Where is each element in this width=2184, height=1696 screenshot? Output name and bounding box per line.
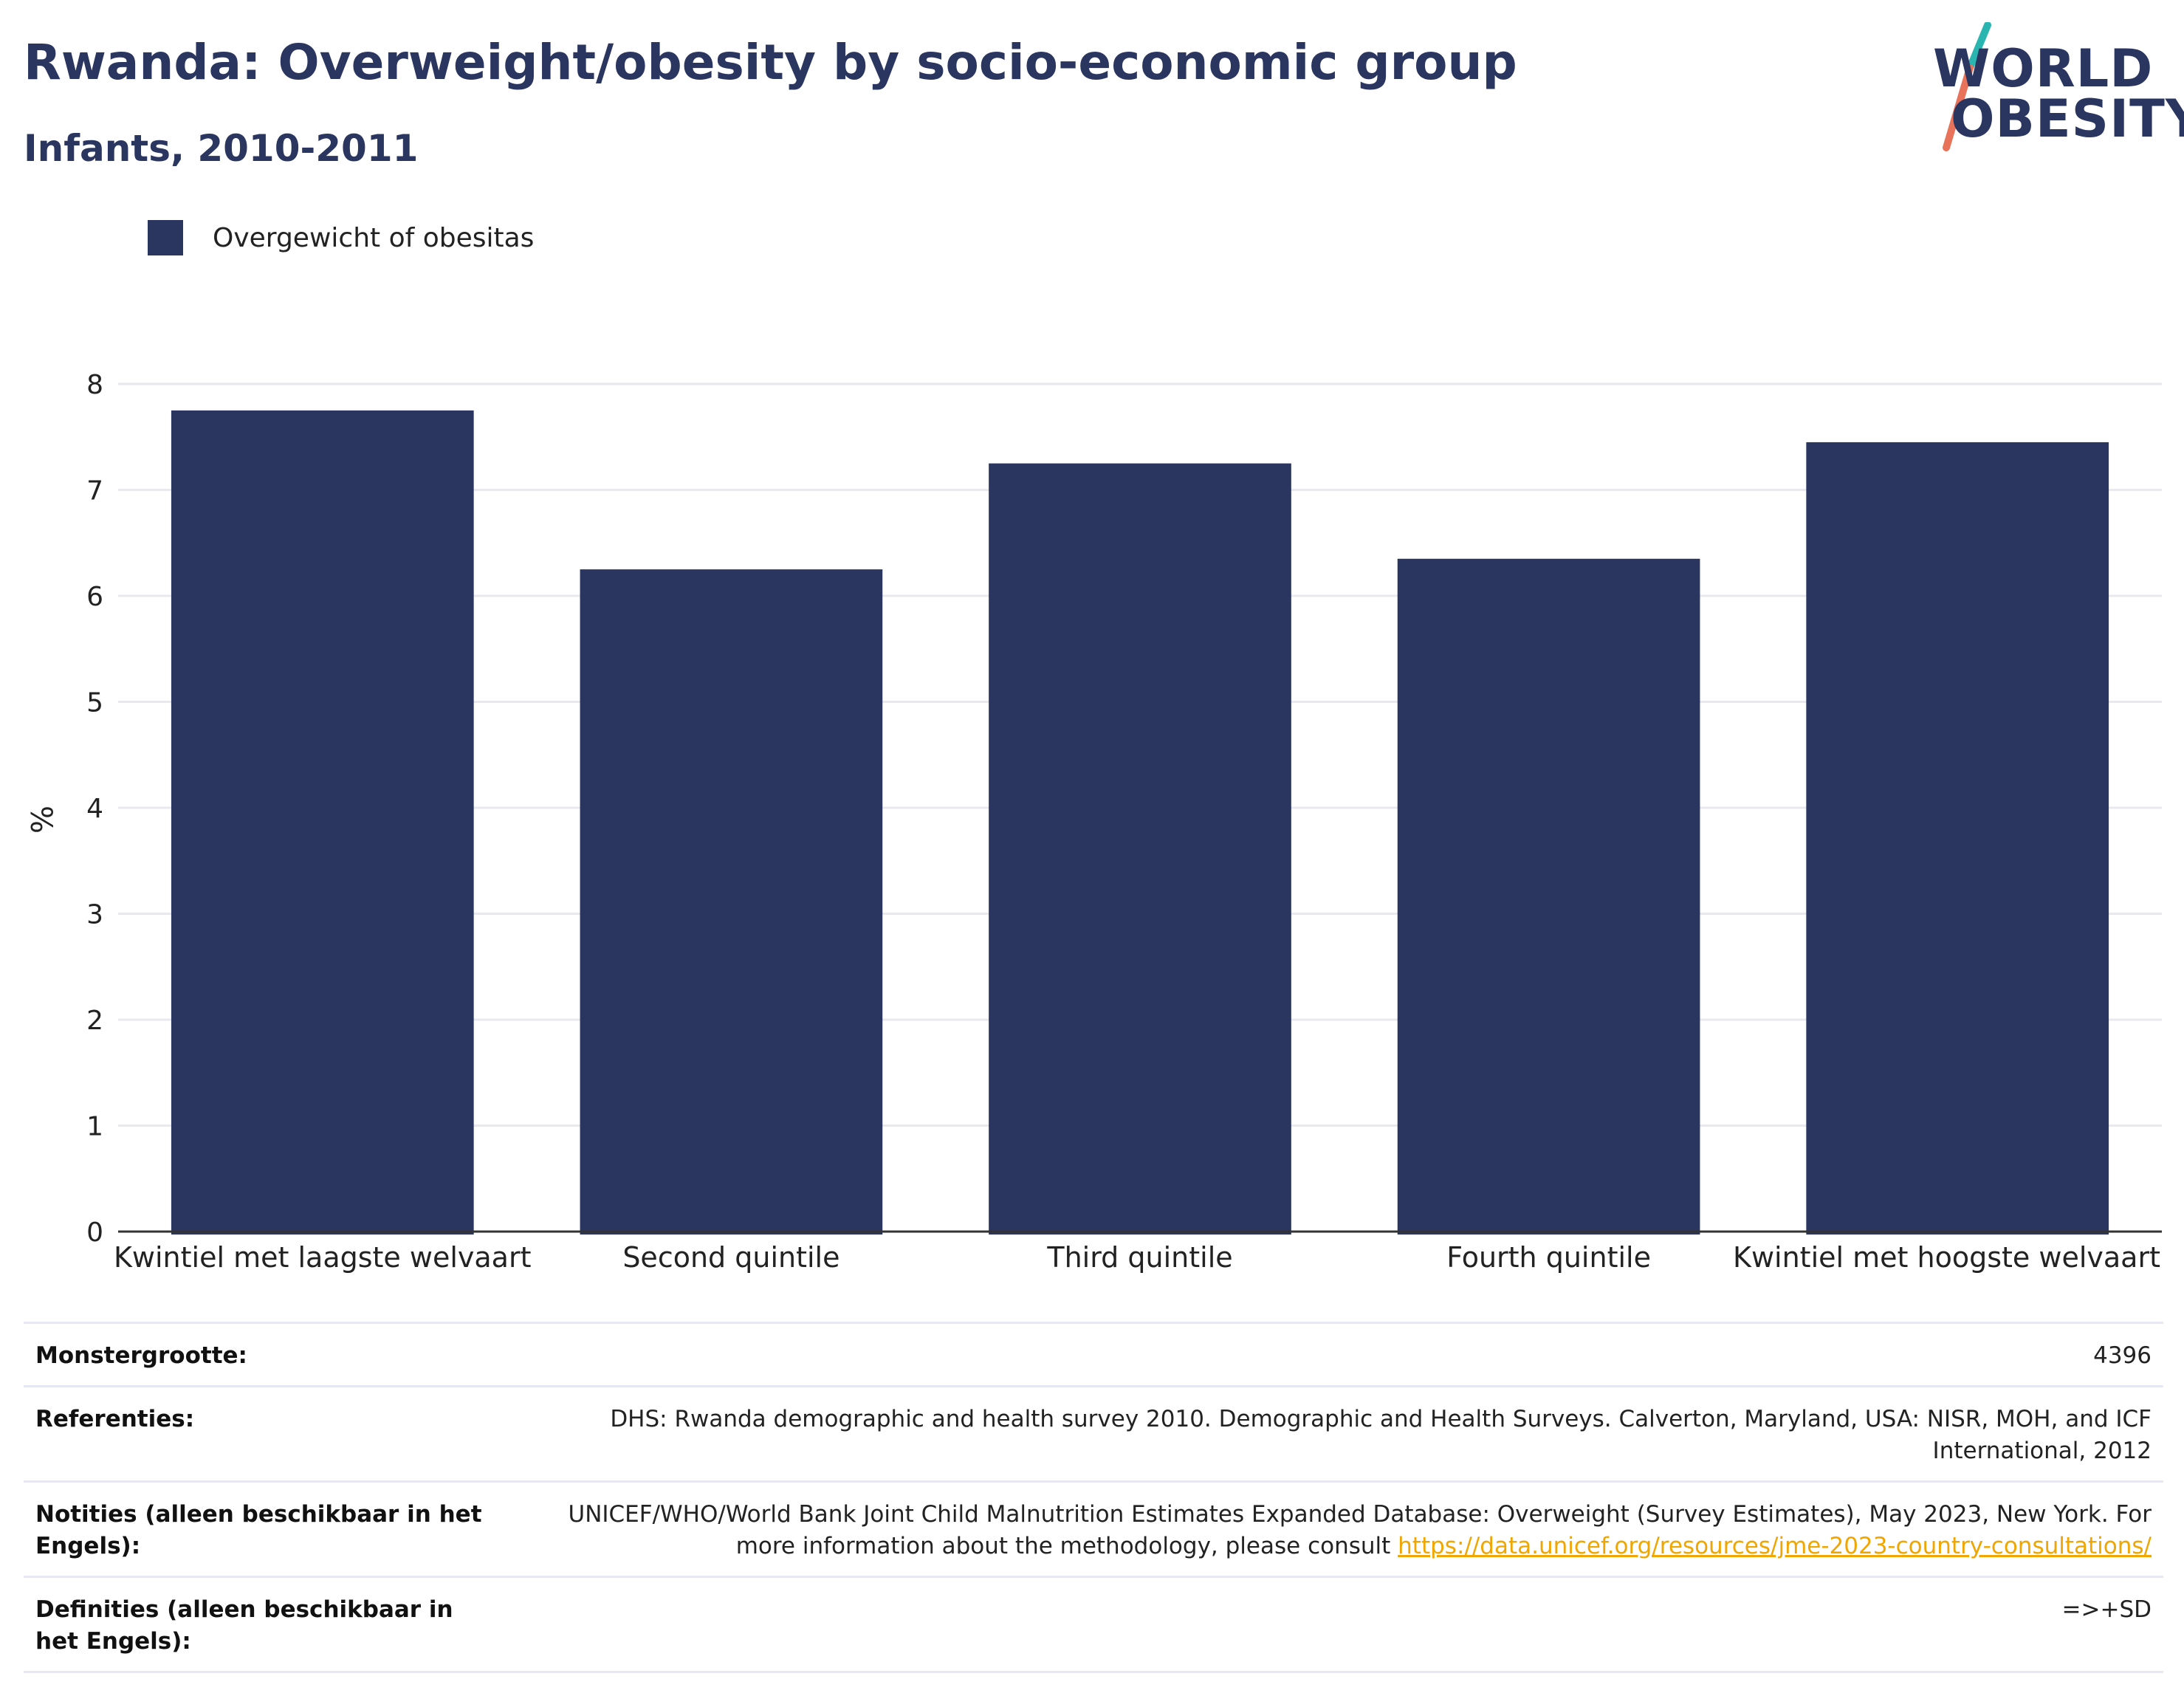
meta-notes-text: UNICEF/WHO/World Bank Joint Child Malnut…	[568, 1501, 2152, 1559]
methodology-link[interactable]: https://data.unicef.org/resources/jme-20…	[1398, 1533, 2152, 1559]
chart-title: Rwanda: Overweight/obesity by socio-econ…	[24, 34, 1517, 91]
bar[interactable]	[989, 463, 1291, 1235]
meta-value-notes: UNICEF/WHO/World Bank Joint Child Malnut…	[542, 1499, 2152, 1562]
meta-row-definitions: Definities (alleen beschikbaar in het En…	[24, 1576, 2163, 1673]
x-tick-label: Fourth quintile	[1446, 1241, 1651, 1274]
logo-word-world: WORLD	[1933, 38, 2154, 99]
y-tick-label: 5	[86, 688, 103, 718]
metadata-table: Monstergrootte: 4396 Referenties: DHS: R…	[24, 1322, 2163, 1673]
legend-swatch	[148, 220, 183, 255]
meta-row-sample-size: Monstergrootte: 4396	[24, 1322, 2163, 1385]
logo-word-obesity: OBESITY	[1951, 89, 2184, 149]
meta-value-references: DHS: Rwanda demographic and health surve…	[610, 1406, 2152, 1464]
bar[interactable]	[580, 569, 883, 1235]
x-tick-label: Kwintiel met laagste welvaart	[114, 1241, 532, 1274]
meta-value-definitions: =>+SD	[2061, 1596, 2152, 1623]
slash-logo-icon	[1943, 22, 1991, 151]
bar[interactable]	[1806, 442, 2109, 1235]
y-tick-label: 2	[86, 1006, 103, 1036]
meta-row-references: Referenties: DHS: Rwanda demographic and…	[24, 1385, 2163, 1480]
bar[interactable]	[171, 410, 474, 1235]
y-axis-title: %	[24, 805, 58, 834]
meta-key-definitions: Definities (alleen beschikbaar in het En…	[35, 1596, 453, 1655]
x-tick-label: Kwintiel met hoogste welvaart	[1733, 1241, 2160, 1274]
chart-subtitle: Infants, 2010-2011	[24, 127, 419, 170]
y-tick-label: 7	[86, 476, 103, 507]
bar-chart: 0 1 2 3 4 5 6 7 8 Kwintiel met laagste welvaart Se…	[86, 370, 2162, 1274]
y-tick-label: 0	[86, 1218, 103, 1248]
y-tick-label: 8	[86, 370, 103, 400]
legend-label: Overgewicht of obesitas	[213, 223, 535, 253]
y-tick-label: 4	[86, 794, 103, 824]
meta-value-sample-size: 4396	[2093, 1342, 2152, 1369]
bar[interactable]	[1397, 558, 1700, 1235]
meta-key-references: Referenties:	[35, 1406, 195, 1432]
world-obesity-logo: WORLD OBESITY	[1920, 22, 2184, 155]
meta-key-notes: Notities (alleen beschikbaar in het Enge…	[35, 1501, 482, 1559]
meta-row-notes: Notities (alleen beschikbaar in het Enge…	[24, 1480, 2163, 1576]
x-tick-label: Third quintile	[1046, 1241, 1232, 1274]
y-tick-label: 1	[86, 1112, 103, 1142]
y-tick-label: 3	[86, 900, 103, 930]
meta-key-sample-size: Monstergrootte:	[35, 1342, 247, 1369]
x-tick-label: Second quintile	[622, 1241, 839, 1274]
y-tick-label: 6	[86, 582, 103, 612]
